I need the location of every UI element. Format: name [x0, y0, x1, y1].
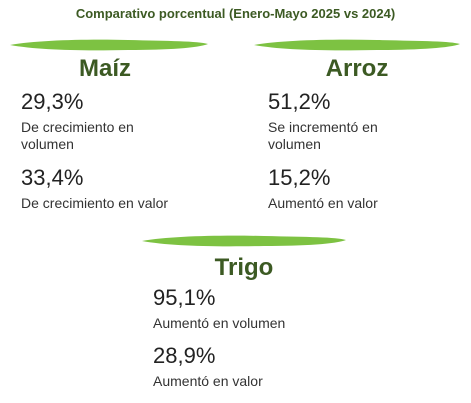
stat-value: 15,2% — [268, 165, 331, 190]
stat-label: Aumentó en valor — [153, 373, 263, 389]
stat-value: 33,4% — [21, 165, 84, 190]
stat-label: De crecimiento en valor — [21, 195, 169, 211]
crop-name-trigo: Trigo — [214, 254, 274, 281]
brush-stroke-decoration — [254, 39, 460, 51]
stat-value: 29,3% — [21, 89, 84, 114]
stat-value: 28,9% — [153, 343, 216, 368]
page-title: Comparativo porcentual (Enero-Mayo 2025 … — [75, 6, 396, 21]
stat-label: Aumentó en valor — [268, 195, 378, 211]
brush-stroke-decoration — [10, 39, 208, 51]
crop-name-maiz: Maíz — [78, 55, 131, 82]
stat-value: 51,2% — [268, 89, 331, 114]
brush-stroke-decoration — [142, 235, 346, 247]
stat-label: Aumentó en volumen — [153, 315, 286, 331]
stat-value: 95,1% — [153, 285, 216, 310]
crop-name-arroz: Arroz — [325, 55, 389, 82]
stat-label: Se incrementó en volumen — [268, 119, 378, 152]
stat-label: De crecimiento en volumen — [21, 119, 134, 152]
